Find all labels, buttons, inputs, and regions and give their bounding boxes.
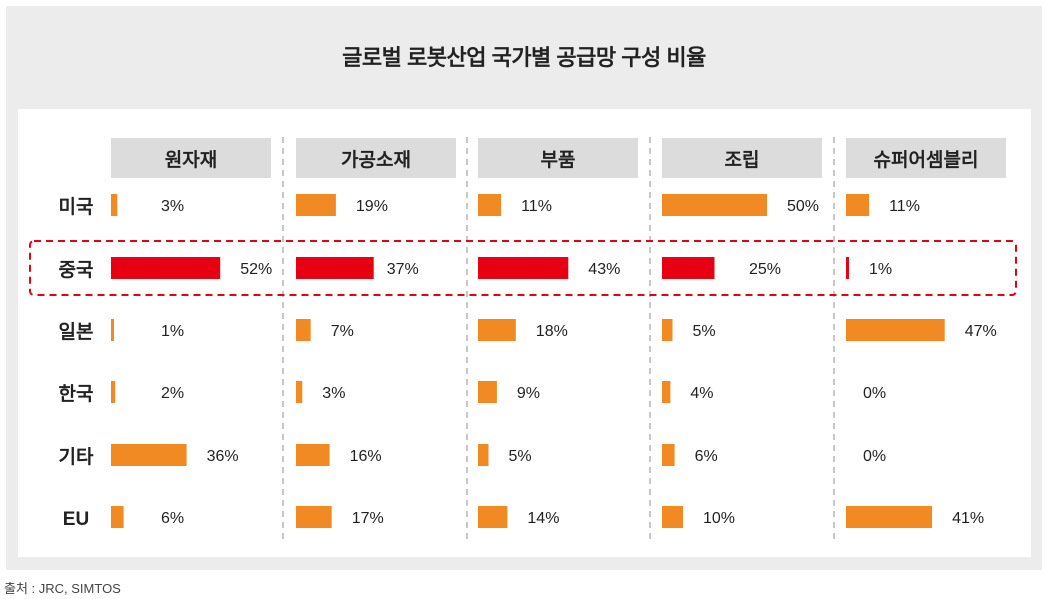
value-label-1-6: 6% [161,510,184,527]
value-label-4-1: 50% [787,198,819,215]
bar-4-5 [662,444,675,466]
value-label-2-6: 17% [352,510,384,527]
bar-5-1 [846,194,870,216]
value-label-5-4: 0% [863,385,886,402]
bar-1-4 [111,381,116,403]
bar-2-6 [296,506,332,528]
column-header-bg-1 [111,138,271,178]
bar-1-5 [111,444,187,466]
row-label-4: 한국 [59,383,94,405]
bar-1-1 [111,194,118,216]
bar-4-4 [662,381,671,403]
bar-4-6 [662,506,683,528]
bar-2-2 [296,257,374,279]
bar-4-3 [662,319,673,341]
bar-5-6 [846,506,933,528]
bar-3-4 [478,381,497,403]
bar-3-1 [478,194,502,216]
value-label-4-5: 6% [695,448,718,465]
value-label-3-5: 5% [509,448,532,465]
row-label-5: 기타 [59,446,94,468]
row-label-1: 미국 [59,196,94,218]
column-header-label-3: 부품 [541,149,576,171]
bar-3-5 [478,444,489,466]
bar-2-4 [296,381,303,403]
value-label-5-2: 1% [869,261,892,278]
column-header-label-1: 원자재 [165,149,217,171]
value-label-2-3: 7% [331,323,354,340]
row-label-2: 중국 [59,260,94,281]
value-label-1-3: 1% [161,323,184,340]
value-label-3-3: 18% [536,323,568,340]
column-header-bg-2 [296,138,456,178]
source-note: 출처 : JRC, SIMTOS [4,581,121,596]
highlight-outline-중국 [29,240,1017,296]
bar-1-6 [111,506,124,528]
value-label-4-6: 10% [703,510,735,527]
row-label-6: EU [63,509,89,530]
column-header-bg-4 [662,138,822,178]
bar-2-5 [296,444,330,466]
bar-2-1 [296,194,336,216]
bar-2-3 [296,319,311,341]
value-label-3-2: 43% [588,261,620,278]
bar-4-1 [662,194,767,216]
value-label-3-1: 11% [521,198,552,215]
value-label-1-2: 52% [240,261,272,278]
value-label-1-1: 3% [161,198,184,215]
bar-1-3 [111,319,114,341]
value-label-5-3: 47% [965,323,997,340]
row-label-3: 일본 [59,321,94,343]
column-header-bg-5 [846,138,1006,178]
value-label-2-4: 3% [322,385,345,402]
bar-4-2 [662,257,715,279]
bar-5-3 [846,319,945,341]
value-label-1-5: 36% [207,448,239,465]
column-header-label-2: 가공소재 [341,149,411,171]
value-label-5-6: 41% [952,510,984,527]
bar-5-2 [846,257,849,279]
value-label-5-5: 0% [863,448,886,465]
value-label-4-2: 25% [749,261,781,278]
value-label-3-6: 14% [527,510,559,527]
column-header-label-4: 조립 [725,149,760,171]
chart-title: 글로벌 로봇산업 국가별 공급망 구성 비율 [342,45,706,70]
value-label-2-2: 37% [387,261,419,278]
value-label-1-4: 2% [161,385,184,402]
bar-3-6 [478,506,508,528]
column-header-bg-3 [478,138,638,178]
bar-3-3 [478,319,516,341]
value-label-5-1: 11% [889,198,920,215]
value-label-3-4: 9% [517,385,540,402]
value-label-4-4: 4% [690,385,713,402]
value-label-2-5: 16% [350,448,382,465]
bar-3-2 [478,257,569,279]
value-label-4-3: 5% [693,323,716,340]
value-label-2-1: 19% [356,198,388,215]
column-header-label-5: 슈퍼어셈블리 [874,149,979,171]
bar-1-2 [111,257,221,279]
